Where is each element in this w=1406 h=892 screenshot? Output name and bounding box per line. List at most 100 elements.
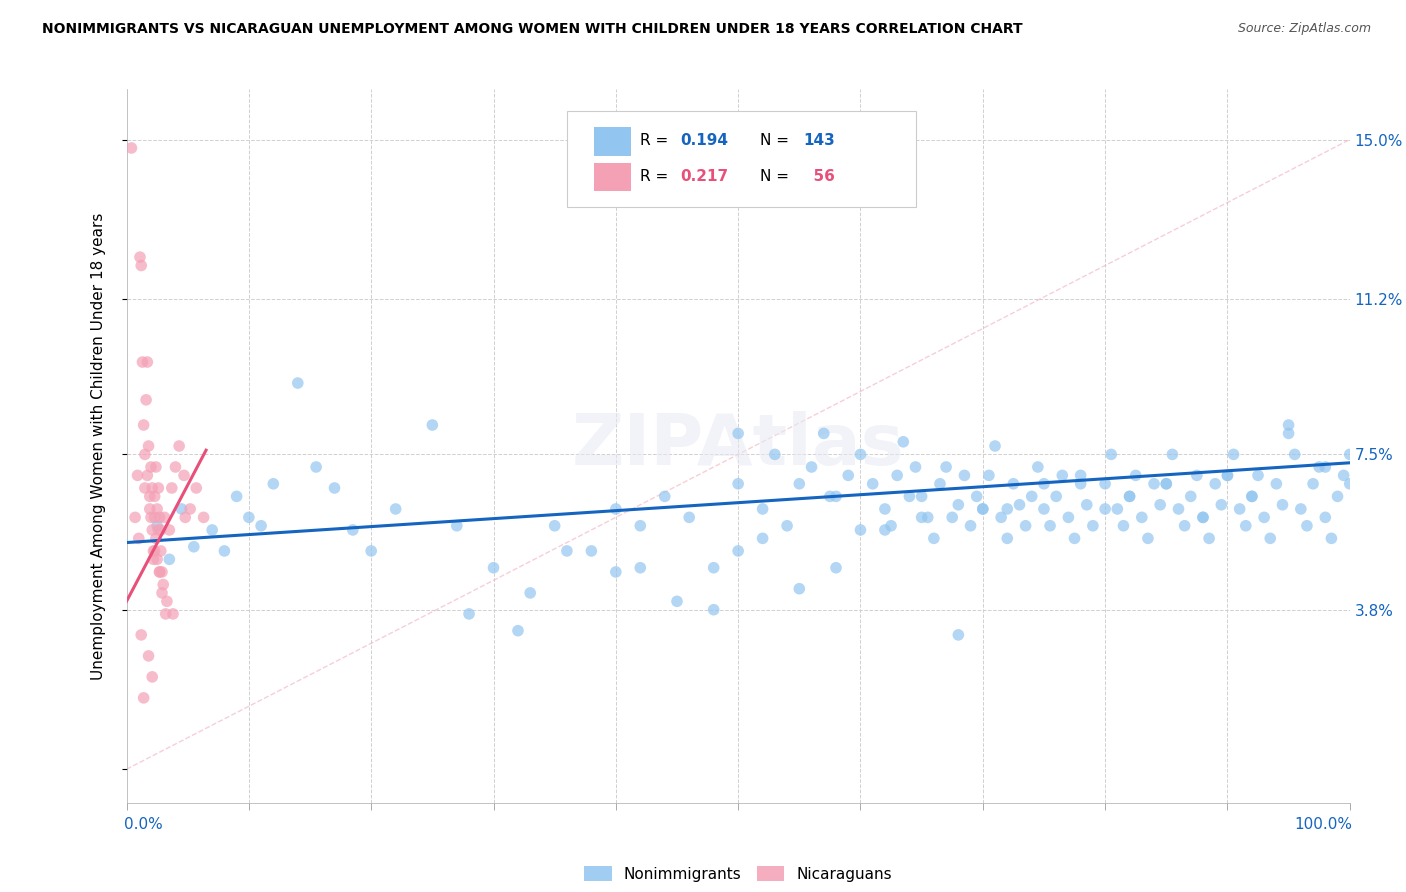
Point <box>1081 518 1104 533</box>
Point <box>134 447 156 461</box>
Point <box>1156 476 1178 491</box>
Point <box>1125 468 1147 483</box>
Point <box>1315 460 1337 475</box>
Point <box>1289 502 1312 516</box>
Point <box>1278 417 1301 432</box>
Point <box>148 565 170 579</box>
Point <box>149 544 172 558</box>
Point <box>262 476 284 491</box>
Point <box>143 489 166 503</box>
Point <box>138 648 160 663</box>
Point <box>543 518 565 533</box>
Text: N =: N = <box>761 133 794 148</box>
Point <box>953 468 976 483</box>
Point <box>135 392 157 407</box>
Point <box>1315 510 1337 524</box>
Point <box>146 518 169 533</box>
Point <box>972 502 994 516</box>
Point <box>1247 468 1270 483</box>
Point <box>287 376 309 390</box>
Point <box>143 544 166 558</box>
Text: 0.217: 0.217 <box>681 169 728 184</box>
Point <box>167 439 190 453</box>
Point <box>1185 468 1208 483</box>
Point <box>1094 476 1116 491</box>
Point <box>1167 502 1189 516</box>
Point <box>929 476 952 491</box>
Point <box>1118 489 1140 503</box>
Point <box>143 510 166 524</box>
FancyBboxPatch shape <box>567 111 915 207</box>
Point <box>1339 447 1361 461</box>
Point <box>1033 476 1056 491</box>
Point <box>776 518 799 533</box>
Point <box>904 460 927 475</box>
FancyBboxPatch shape <box>593 127 630 155</box>
Point <box>880 518 903 533</box>
Point <box>935 460 957 475</box>
Point <box>1070 468 1092 483</box>
Point <box>152 577 174 591</box>
Point <box>141 670 163 684</box>
Point <box>1211 498 1233 512</box>
Point <box>886 468 908 483</box>
Point <box>141 481 163 495</box>
Point <box>134 481 156 495</box>
Point <box>142 544 165 558</box>
Point <box>727 476 749 491</box>
Point <box>157 552 180 566</box>
Point <box>922 532 945 546</box>
Point <box>156 594 179 608</box>
Point <box>201 523 224 537</box>
Point <box>911 489 934 503</box>
Point <box>605 565 627 579</box>
Text: N =: N = <box>761 169 794 184</box>
Point <box>1033 502 1056 516</box>
Point <box>173 468 195 483</box>
Point <box>131 355 153 369</box>
Point <box>120 141 142 155</box>
Point <box>825 489 848 503</box>
FancyBboxPatch shape <box>593 162 630 191</box>
Point <box>183 540 205 554</box>
Point <box>628 560 651 574</box>
Text: NONIMMIGRANTS VS NICARAGUAN UNEMPLOYMENT AMONG WOMEN WITH CHILDREN UNDER 18 YEAR: NONIMMIGRANTS VS NICARAGUAN UNEMPLOYMENT… <box>42 22 1022 37</box>
Point <box>238 510 260 524</box>
Point <box>990 510 1012 524</box>
Legend: Nonimmigrants, Nicaraguans: Nonimmigrants, Nicaraguans <box>578 860 898 888</box>
Point <box>727 426 749 441</box>
Point <box>959 518 981 533</box>
Point <box>1052 468 1074 483</box>
Point <box>170 502 193 516</box>
Point <box>162 607 184 621</box>
Point <box>763 447 786 461</box>
Point <box>141 523 163 537</box>
Point <box>703 603 725 617</box>
Point <box>153 510 176 524</box>
Point <box>789 476 811 491</box>
Point <box>136 468 159 483</box>
Point <box>139 510 162 524</box>
Point <box>862 476 884 491</box>
Point <box>124 510 146 524</box>
Point <box>1333 468 1355 483</box>
Point <box>1308 460 1330 475</box>
Point <box>873 502 896 516</box>
Point <box>1216 468 1239 483</box>
Point <box>1070 476 1092 491</box>
Point <box>1284 447 1306 461</box>
Point <box>813 426 835 441</box>
Point <box>360 544 382 558</box>
Point <box>1039 518 1062 533</box>
Point <box>1240 489 1263 503</box>
Point <box>1143 476 1166 491</box>
Point <box>150 586 173 600</box>
Y-axis label: Unemployment Among Women with Children Under 18 years: Unemployment Among Women with Children U… <box>91 212 105 680</box>
Point <box>1302 476 1324 491</box>
Point <box>1258 532 1281 546</box>
Point <box>193 510 215 524</box>
Point <box>1099 447 1122 461</box>
Point <box>129 259 152 273</box>
Point <box>148 481 170 495</box>
Point <box>1240 489 1263 503</box>
